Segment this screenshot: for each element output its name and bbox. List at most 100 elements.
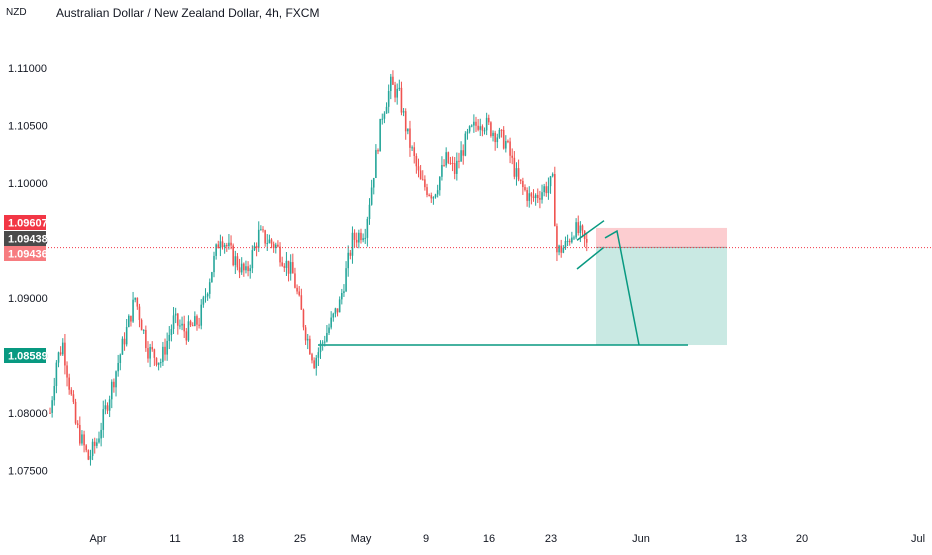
candle-body [323, 341, 326, 343]
candle-body [236, 256, 239, 268]
candle-body [336, 308, 339, 313]
x-axis[interactable]: Apr 11 18 25 May 9 16 23 Jun 13 20 Jul [89, 533, 925, 545]
candle-body [204, 296, 207, 298]
candle-body [172, 315, 175, 330]
candle-body [51, 400, 53, 413]
candle-body [83, 434, 85, 446]
candle-body [487, 117, 490, 123]
candle-body [76, 423, 79, 425]
price-label-text: 1.09607 [8, 218, 48, 230]
candle-body [470, 125, 473, 127]
y-tick-label: 1.10000 [8, 178, 48, 190]
candle-body [394, 84, 396, 98]
price-label-box [4, 246, 46, 261]
candle-body [351, 232, 354, 256]
x-tick-label: 11 [169, 533, 180, 545]
candle-body [466, 131, 469, 134]
candle-body [255, 245, 258, 248]
short-position-tool[interactable] [596, 227, 727, 346]
candle-body [407, 128, 409, 132]
candle-body [198, 324, 200, 326]
candle-body [166, 340, 168, 355]
candle-body [162, 346, 164, 363]
candle-body [436, 190, 439, 195]
candle-body [213, 255, 215, 273]
candle-body [551, 174, 554, 177]
candle-body [473, 121, 475, 126]
candle-body [536, 194, 539, 199]
candle-body [245, 266, 247, 271]
candle-body [119, 354, 122, 363]
candle-body [64, 342, 66, 366]
y-tick-label: 1.10500 [8, 120, 48, 132]
candle-body [381, 118, 384, 120]
candle-body [522, 180, 524, 188]
candle-body [517, 168, 520, 180]
candle-body [575, 222, 577, 238]
candle-body [547, 186, 550, 194]
candle-body [151, 347, 154, 350]
candle-body [426, 187, 428, 195]
candle-body [49, 412, 51, 414]
candle-body [87, 450, 90, 460]
candle-body [168, 334, 171, 341]
x-tick-label: 23 [545, 533, 557, 545]
candle-body [104, 405, 107, 410]
candle-body [464, 133, 467, 156]
candle-body [157, 362, 160, 365]
candle-body [170, 329, 173, 335]
candle-body [343, 291, 345, 294]
candle-body [106, 405, 109, 411]
flag-upper-line [576, 220, 605, 241]
candle-body [338, 299, 341, 313]
candle-body [543, 186, 545, 193]
candle-body [317, 352, 320, 358]
candle-body [349, 252, 352, 256]
bear-flag-drawing[interactable] [576, 220, 605, 270]
candle-body [358, 232, 360, 243]
candle-body [447, 152, 450, 163]
candle-body [215, 244, 217, 256]
candle-body [370, 187, 373, 205]
candle-body [53, 386, 56, 401]
y-tick-label: 1.07500 [8, 465, 48, 477]
candle-body [153, 349, 156, 358]
candle-body [96, 442, 98, 446]
candle-body [460, 150, 462, 162]
candle-body [200, 304, 203, 326]
candle-body [507, 141, 509, 143]
candle-body [392, 76, 394, 85]
candle-body [541, 192, 543, 200]
candle-body [438, 176, 441, 191]
candle-body [502, 129, 505, 149]
candle-body [532, 196, 535, 198]
price-label-text: 1.09438 [8, 234, 48, 246]
candle-body [385, 106, 388, 114]
candle-body [142, 329, 145, 331]
price-label-text: 1.09436 [8, 249, 48, 261]
candle-body [511, 155, 514, 158]
candle-body [515, 168, 518, 177]
candle-body [372, 177, 375, 188]
candle-body [573, 237, 575, 239]
candle-body [223, 245, 226, 248]
candle-body [132, 299, 134, 322]
candle-body [313, 360, 315, 369]
candle-body [421, 179, 424, 181]
candle-body [61, 342, 64, 355]
y-tick-label: 1.11000 [8, 63, 47, 75]
candle-body [485, 117, 488, 131]
candle-body [253, 245, 256, 251]
candle-body [270, 239, 273, 244]
candle-body [202, 297, 205, 305]
candle-body [247, 266, 249, 272]
projection-path[interactable] [604, 229, 640, 346]
candle-body [419, 170, 422, 180]
candle-body [230, 242, 232, 246]
candle-body [185, 331, 188, 341]
candle-body [390, 76, 392, 92]
candle-body [134, 297, 136, 300]
candle-body [110, 381, 113, 400]
